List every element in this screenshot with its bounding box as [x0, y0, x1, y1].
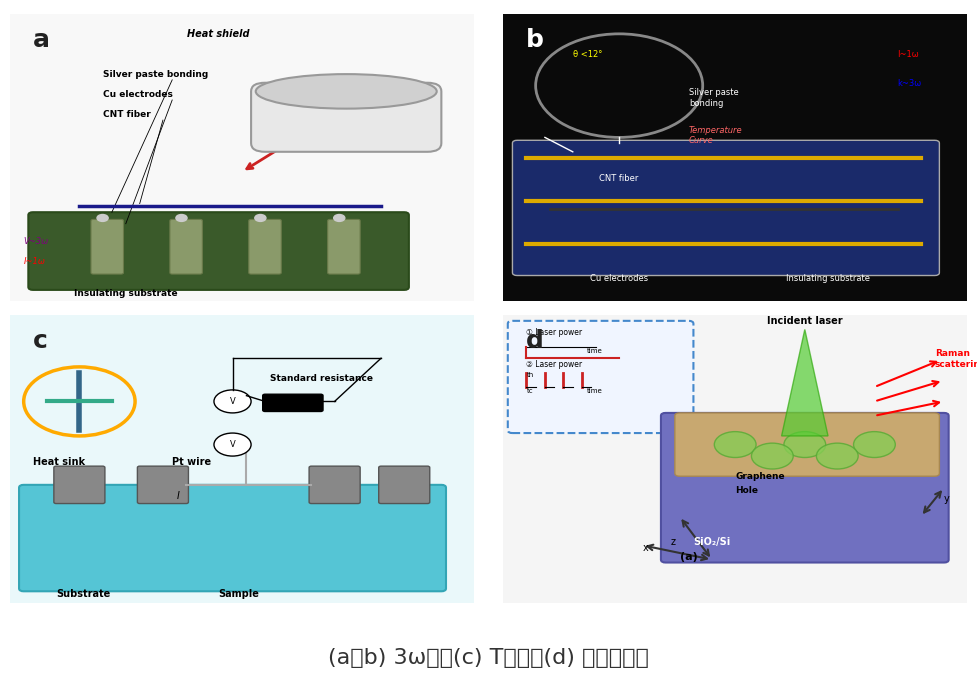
- FancyBboxPatch shape: [309, 466, 361, 503]
- Text: tc: tc: [527, 388, 533, 394]
- Text: Silver paste
bonding: Silver paste bonding: [689, 88, 739, 108]
- Text: Raman
scattering: Raman scattering: [935, 349, 977, 369]
- FancyBboxPatch shape: [251, 83, 442, 152]
- Text: a: a: [33, 28, 50, 52]
- Text: Incident laser: Incident laser: [767, 316, 842, 326]
- Text: Graphene: Graphene: [736, 472, 785, 481]
- Text: c: c: [33, 329, 48, 353]
- Text: Heat sink: Heat sink: [33, 457, 85, 466]
- Text: time: time: [586, 388, 603, 394]
- FancyBboxPatch shape: [28, 212, 408, 290]
- Text: I~1ω: I~1ω: [898, 50, 919, 59]
- Text: SiO₂/Si: SiO₂/Si: [694, 537, 731, 547]
- Text: (a): (a): [680, 551, 698, 562]
- Circle shape: [751, 443, 793, 469]
- Circle shape: [97, 214, 108, 221]
- Circle shape: [334, 214, 345, 221]
- FancyBboxPatch shape: [263, 395, 323, 412]
- Text: ① Laser power: ① Laser power: [527, 328, 582, 337]
- Circle shape: [214, 433, 251, 456]
- FancyBboxPatch shape: [513, 140, 940, 275]
- Text: θ <12°: θ <12°: [573, 50, 602, 59]
- Text: th: th: [527, 372, 533, 378]
- Text: V~3ω: V~3ω: [23, 237, 49, 246]
- Text: y: y: [944, 494, 950, 504]
- Text: k~3ω: k~3ω: [898, 79, 922, 88]
- Circle shape: [784, 432, 826, 458]
- Circle shape: [255, 214, 266, 221]
- FancyBboxPatch shape: [661, 413, 949, 562]
- FancyBboxPatch shape: [379, 466, 430, 503]
- FancyBboxPatch shape: [19, 485, 446, 591]
- Text: Sample: Sample: [219, 589, 260, 599]
- Text: CNT fiber: CNT fiber: [103, 110, 150, 119]
- FancyBboxPatch shape: [327, 219, 361, 274]
- Text: (a、b) 3ω法；(c) T形法；(d) 拉曼光热法: (a、b) 3ω法；(c) T形法；(d) 拉曼光热法: [328, 647, 649, 668]
- Circle shape: [714, 432, 756, 458]
- FancyBboxPatch shape: [170, 219, 202, 274]
- Text: Hole: Hole: [736, 486, 758, 495]
- Circle shape: [854, 432, 895, 458]
- Text: V: V: [230, 440, 235, 449]
- Circle shape: [817, 443, 858, 469]
- Text: ② Laser power: ② Laser power: [527, 360, 582, 369]
- Text: Heat shield: Heat shield: [188, 29, 250, 39]
- Text: x: x: [643, 543, 648, 553]
- Text: Cu electrodes: Cu electrodes: [103, 90, 173, 99]
- FancyBboxPatch shape: [138, 466, 189, 503]
- FancyBboxPatch shape: [249, 219, 281, 274]
- Text: Pt wire: Pt wire: [172, 457, 211, 466]
- Text: b: b: [527, 28, 544, 52]
- FancyBboxPatch shape: [508, 321, 694, 433]
- Text: CNT fiber: CNT fiber: [600, 173, 639, 183]
- Text: Silver paste bonding: Silver paste bonding: [103, 70, 208, 79]
- Text: Cu electrodes: Cu electrodes: [590, 274, 648, 284]
- Text: Standard resistance: Standard resistance: [270, 374, 372, 384]
- Text: d: d: [527, 329, 544, 353]
- Text: Substrate: Substrate: [56, 589, 110, 599]
- Polygon shape: [782, 329, 828, 436]
- Text: Temperature
Curve: Temperature Curve: [689, 126, 743, 145]
- Circle shape: [176, 214, 187, 221]
- FancyBboxPatch shape: [675, 413, 940, 476]
- Text: Insulating substrate: Insulating substrate: [74, 288, 178, 298]
- Text: time: time: [586, 347, 603, 353]
- FancyBboxPatch shape: [54, 466, 105, 503]
- Text: I: I: [177, 491, 180, 501]
- Circle shape: [214, 390, 251, 413]
- Text: I~1ω: I~1ω: [23, 257, 46, 266]
- Text: Insulating substrate: Insulating substrate: [786, 274, 870, 284]
- Text: V: V: [230, 397, 235, 406]
- Text: z: z: [670, 537, 675, 547]
- FancyBboxPatch shape: [91, 219, 123, 274]
- Ellipse shape: [256, 74, 437, 109]
